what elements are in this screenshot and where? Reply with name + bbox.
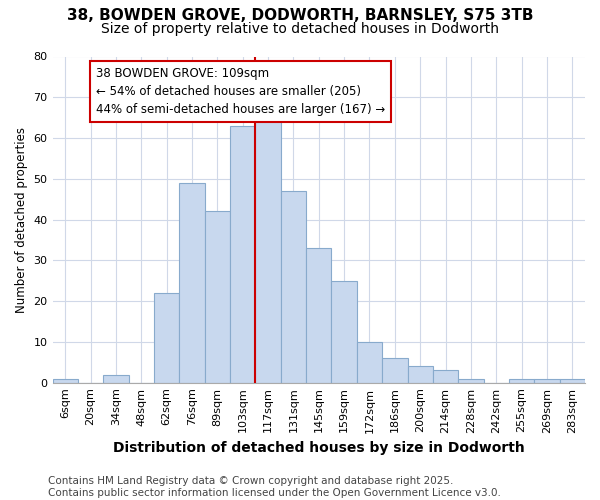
Text: Size of property relative to detached houses in Dodworth: Size of property relative to detached ho… — [101, 22, 499, 36]
Bar — [534, 378, 560, 382]
Bar — [407, 366, 433, 382]
Bar — [53, 378, 78, 382]
Bar — [256, 114, 281, 382]
Y-axis label: Number of detached properties: Number of detached properties — [15, 126, 28, 312]
Bar — [281, 191, 306, 382]
Bar — [230, 126, 256, 382]
Bar — [458, 378, 484, 382]
X-axis label: Distribution of detached houses by size in Dodworth: Distribution of detached houses by size … — [113, 441, 524, 455]
Text: 38, BOWDEN GROVE, DODWORTH, BARNSLEY, S75 3TB: 38, BOWDEN GROVE, DODWORTH, BARNSLEY, S7… — [67, 8, 533, 22]
Bar — [103, 374, 128, 382]
Text: 38 BOWDEN GROVE: 109sqm
← 54% of detached houses are smaller (205)
44% of semi-d: 38 BOWDEN GROVE: 109sqm ← 54% of detache… — [95, 66, 385, 116]
Bar — [560, 378, 585, 382]
Bar — [357, 342, 382, 382]
Bar — [154, 293, 179, 382]
Bar — [331, 280, 357, 382]
Bar — [306, 248, 331, 382]
Bar — [509, 378, 534, 382]
Text: Contains HM Land Registry data © Crown copyright and database right 2025.
Contai: Contains HM Land Registry data © Crown c… — [48, 476, 501, 498]
Bar — [179, 183, 205, 382]
Bar — [382, 358, 407, 382]
Bar — [205, 212, 230, 382]
Bar — [433, 370, 458, 382]
